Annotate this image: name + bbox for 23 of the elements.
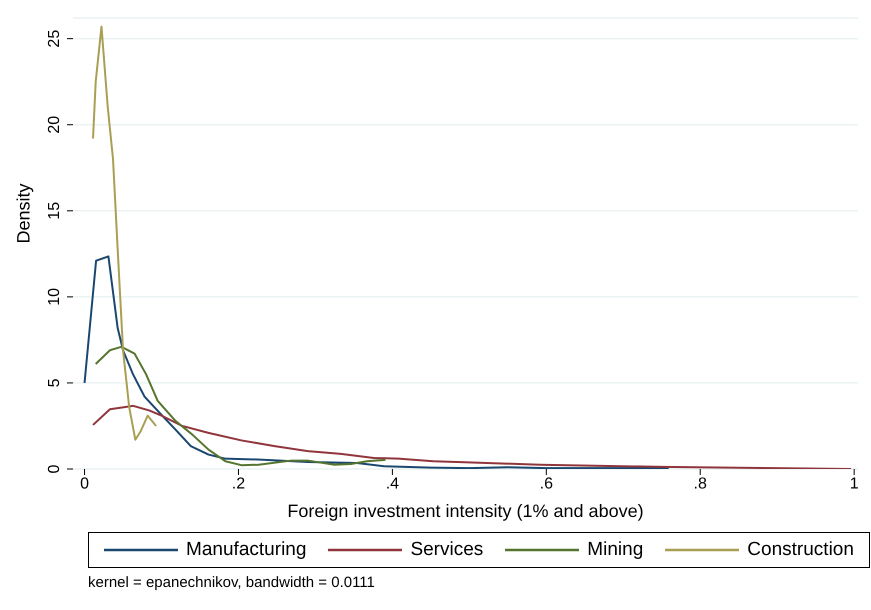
y-tick-label: 5 bbox=[46, 378, 63, 388]
y-axis-title: Density bbox=[13, 183, 34, 244]
legend-label: Construction bbox=[747, 539, 854, 561]
line-series bbox=[92, 26, 158, 441]
x-tick-label: 1 bbox=[850, 475, 859, 492]
legend-label: Manufacturing bbox=[186, 539, 306, 561]
y-tick-label: 20 bbox=[46, 116, 63, 134]
x-axis-title: Foreign investment intensity (1% and above) bbox=[287, 501, 644, 521]
x-tick-label: .8 bbox=[694, 475, 708, 492]
y-tick-label: 15 bbox=[46, 202, 63, 220]
line-series bbox=[94, 346, 386, 466]
line-series bbox=[92, 404, 852, 469]
y-tick-label: 10 bbox=[46, 288, 63, 306]
text: kernel = epanechnikov, bandwidth = 0.0111 bbox=[88, 574, 376, 591]
x-tick-label: 0 bbox=[80, 475, 90, 492]
y-tick-label: 25 bbox=[46, 30, 63, 48]
y-tick-label: 0 bbox=[46, 464, 63, 474]
legend-label: Services bbox=[410, 539, 484, 561]
legend-label: Mining bbox=[587, 539, 644, 561]
x-tick-label: .2 bbox=[232, 475, 246, 492]
line-series bbox=[84, 255, 670, 469]
x-tick-label: .6 bbox=[540, 475, 554, 492]
x-tick-label: .4 bbox=[386, 475, 400, 492]
